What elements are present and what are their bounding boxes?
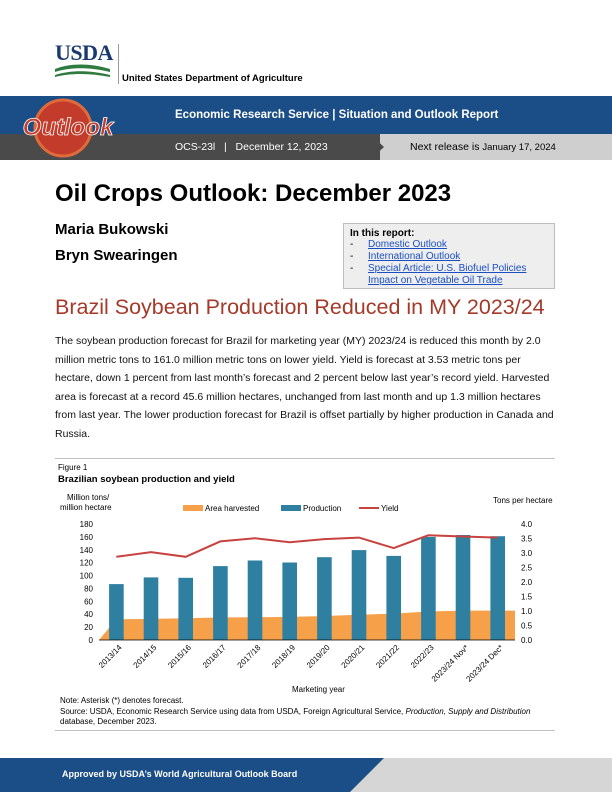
y-axis-label-line2: million hectare <box>60 503 112 512</box>
y-axis-label-line1: Million tons/ <box>67 493 110 502</box>
production-bar <box>421 536 436 640</box>
next-release: Next release is January 17, 2024 <box>410 141 556 153</box>
report-link-item: - Domestic Outlook <box>350 239 447 250</box>
legend-area-label: Area harvested <box>205 504 259 513</box>
y-tick-label: 100 <box>80 572 94 581</box>
international-outlook-link[interactable]: International Outlook <box>368 251 461 262</box>
y2-tick-label: 2.5 <box>521 564 533 573</box>
legend-production-swatch <box>281 505 301 511</box>
y2-tick-label: 4.0 <box>521 520 533 529</box>
legend-production-label: Production <box>303 504 341 513</box>
x-tick-label: 2016/17 <box>201 643 228 670</box>
usda-logo: USDA <box>55 40 113 65</box>
section-title: Brazil Soybean Production Reduced in MY … <box>55 295 545 319</box>
y2-tick-label: 1.0 <box>521 607 533 616</box>
y2-axis-label: Tons per hectare <box>493 496 553 505</box>
page-title: Oil Crops Outlook: December 2023 <box>55 180 452 207</box>
legend-yield-label: Yield <box>381 504 399 513</box>
figure-top-rule <box>55 458 555 459</box>
author-name: Maria Bukowski <box>55 221 169 238</box>
figure-bottom-rule <box>55 730 555 731</box>
x-tick-label: 2023/24 Dec* <box>464 643 505 684</box>
in-this-report-heading: In this report: <box>350 228 415 239</box>
x-tick-label: 2014/15 <box>132 643 159 670</box>
production-bar <box>282 562 297 640</box>
yield-line <box>116 534 498 558</box>
banner-title: Economic Research Service | Situation an… <box>175 109 499 121</box>
department-name: United States Department of Agriculture <box>122 73 303 84</box>
figure-note-line: Note: Asterisk (*) denotes forecast. <box>60 696 184 705</box>
x-tick-label: 2020/21 <box>340 643 367 670</box>
production-bar <box>490 536 505 640</box>
production-bar <box>178 577 193 640</box>
logo-divider <box>118 44 119 84</box>
x-axis-label: Marketing year <box>292 685 345 694</box>
footer-approval: Approved by USDA’s World Agricultural Ou… <box>62 769 298 779</box>
banner-arrow <box>370 134 384 160</box>
production-bar <box>213 566 228 640</box>
outlook-logo-icon: Outlook <box>22 98 115 158</box>
report-id: OCS-23l <box>175 141 216 153</box>
footer-blue <box>0 758 350 792</box>
next-release-label: Next release is <box>410 141 480 153</box>
y-tick-label: 140 <box>80 546 94 555</box>
y-tick-label: 40 <box>84 610 93 619</box>
in-this-report-box: In this report: - Domestic Outlook - Inter… <box>343 223 555 289</box>
y-tick-label: 80 <box>84 584 93 593</box>
special-article-link[interactable]: Special Article: U.S. Biofuel Policies I… <box>368 263 527 286</box>
y-tick-label: 0 <box>89 636 94 645</box>
domestic-outlook-link[interactable]: Domestic Outlook <box>368 239 447 250</box>
outlook-logo-text: Outlook <box>23 114 115 141</box>
figure-label: Figure 1 <box>58 463 88 472</box>
y-tick-label: 120 <box>80 559 94 568</box>
author-name: Bryn Swearingen <box>55 247 178 264</box>
body-paragraph: The soybean production forecast for Braz… <box>55 335 554 440</box>
report-id-date: OCS-23l | December 12, 2023 <box>175 141 328 153</box>
y-tick-label: 180 <box>80 520 94 529</box>
y2-tick-label: 3.0 <box>521 549 533 558</box>
banner-top <box>0 96 612 134</box>
x-tick-label: 2017/18 <box>236 643 263 670</box>
production-bar <box>109 584 124 640</box>
production-bar <box>386 555 401 640</box>
x-tick-label: 2018/19 <box>270 643 297 670</box>
production-bar <box>351 550 367 640</box>
report-link-item: - Special Article: U.S. Biofuel Policies … <box>350 263 548 287</box>
area-harvested-series <box>99 610 515 640</box>
x-tick-label: 2019/20 <box>305 643 332 670</box>
x-tick-label: 2022/23 <box>409 643 436 670</box>
y2-tick-label: 1.5 <box>521 593 533 602</box>
production-bar <box>143 577 159 640</box>
production-bar <box>247 560 263 640</box>
usda-swoosh-icon <box>55 64 110 77</box>
x-tick-label: 2013/14 <box>97 643 124 670</box>
figure-title: Brazilian soybean production and yield <box>58 474 235 485</box>
y-tick-label: 60 <box>84 597 93 606</box>
soybean-chart: Million tons/ million hectare Tons per h… <box>60 493 553 694</box>
y2-tick-label: 3.5 <box>521 535 533 544</box>
figure-note: Note: Asterisk (*) denotes forecast. Sou… <box>60 696 555 728</box>
footer-slant <box>350 758 384 792</box>
y2-tick-label: 2.0 <box>521 578 533 587</box>
production-bar <box>455 535 471 640</box>
legend-area-swatch <box>183 505 203 511</box>
y2-tick-label: 0.0 <box>521 636 533 645</box>
production-bar <box>317 557 332 640</box>
y-tick-label: 20 <box>84 623 93 632</box>
report-link-item: - International Outlook <box>350 251 461 262</box>
report-date: December 12, 2023 <box>235 141 328 153</box>
y2-tick-label: 0.5 <box>521 622 533 631</box>
next-release-date: January 17, 2024 <box>482 142 556 153</box>
x-tick-label: 2015/16 <box>166 643 193 670</box>
figure-source: Source: USDA, Economic Research Service … <box>60 706 531 727</box>
x-tick-label: 2021/22 <box>374 643 401 670</box>
y-tick-label: 160 <box>80 533 94 542</box>
